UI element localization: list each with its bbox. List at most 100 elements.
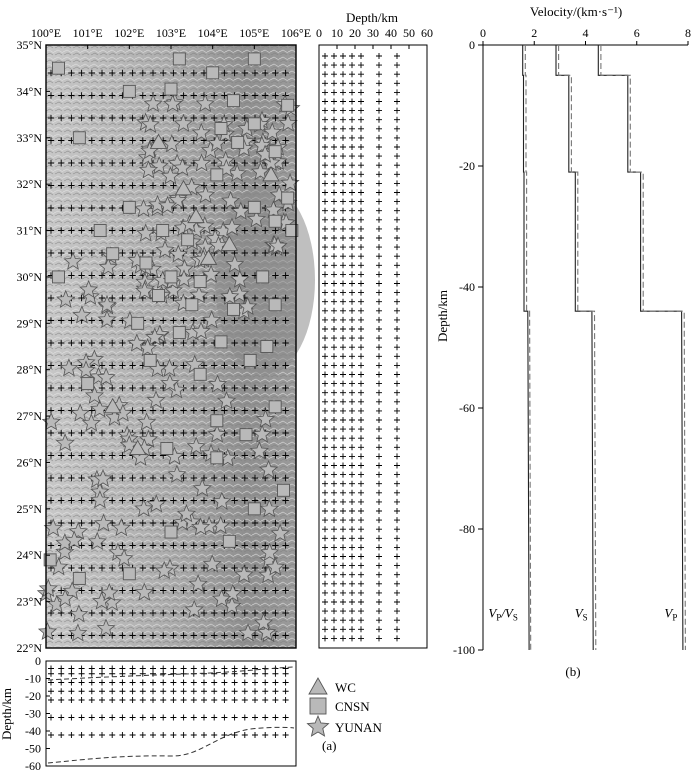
profile-node: [252, 697, 258, 703]
depth-strip-node: [358, 544, 364, 551]
depth-strip-node: [349, 508, 355, 514]
depth-strip-node: [331, 353, 337, 360]
depth-strip-node: [349, 171, 355, 178]
depth-strip-node: [331, 498, 337, 505]
grid-node: [221, 474, 228, 482]
depth-strip-node: [322, 144, 328, 150]
series-vs-reference: [558, 45, 597, 651]
depth-strip-node: [394, 535, 400, 542]
profile-tick-label: 0: [35, 654, 41, 668]
depth-strip-node: [331, 198, 337, 205]
grid-node: [251, 294, 259, 302]
yunan-event: [163, 94, 183, 113]
grid-node: [262, 519, 269, 527]
profile-node: [68, 665, 75, 672]
lat-tick-label: 31°N: [17, 224, 43, 238]
profile-node: [282, 732, 289, 738]
depth-strip-node: [322, 444, 328, 451]
profile-node: [190, 688, 197, 695]
grid-node: [68, 182, 75, 189]
yunan-event: [207, 424, 227, 443]
yunan-event: [176, 504, 197, 523]
yunan-event: [207, 133, 227, 152]
grid-node: [190, 452, 197, 459]
cnsn-station: [222, 534, 236, 548]
depth-strip-node: [331, 526, 337, 533]
depth-strip-node: [376, 216, 382, 223]
profile-node: [272, 732, 279, 738]
grid-node: [272, 182, 279, 189]
depth-strip-node: [394, 244, 400, 251]
grid-node: [58, 182, 65, 189]
profile-node: [262, 732, 269, 738]
grid-node: [109, 564, 116, 572]
grid-node: [98, 69, 106, 77]
grid-node: [272, 542, 279, 549]
profile-node: [139, 697, 146, 703]
depth-strip-node: [376, 599, 382, 605]
grid-node: [221, 92, 228, 99]
depth-strip-node: [394, 107, 400, 114]
profile-node: [109, 714, 116, 721]
profile-node: [78, 714, 85, 721]
depth-strip-node: [349, 262, 355, 269]
depth-strip-node: [349, 71, 355, 78]
grid-node: [160, 542, 167, 549]
depth-strip-frame: [318, 44, 428, 649]
depth-strip-node: [376, 89, 382, 96]
cnsn-station: [247, 117, 261, 131]
grid-node: [170, 182, 177, 189]
depth-strip-node: [331, 171, 337, 178]
depth-strip-node: [394, 417, 400, 423]
grid-node: [149, 474, 157, 482]
profile-tick-label: -20: [25, 689, 41, 703]
depth-strip-node: [376, 335, 382, 342]
depth-strip-node: [376, 189, 382, 196]
depth-strip-node: [340, 335, 346, 342]
grid-node: [251, 69, 259, 77]
grid-node: [88, 452, 95, 459]
depth-strip-node: [331, 453, 337, 460]
depth-strip-node: [349, 298, 355, 305]
grid-node: [119, 294, 126, 302]
depth-strip-node: [322, 489, 328, 496]
panel-b-label: (b): [565, 664, 580, 679]
grid-node: [241, 519, 248, 527]
depth-strip-node: [331, 617, 337, 624]
profile-node: [272, 679, 279, 686]
yunan-event: [92, 591, 112, 610]
grid-node: [160, 69, 167, 77]
depth-strip-node: [358, 144, 364, 150]
depth-strip-node: [349, 198, 355, 205]
depth-strip-node: [358, 517, 364, 524]
grid-node: [58, 92, 65, 99]
panel-a-label: (a): [322, 738, 336, 753]
grid-node: [272, 587, 279, 594]
profile-node: [272, 670, 279, 677]
profile-node: [150, 732, 156, 738]
depth-strip-node: [358, 599, 364, 605]
grid-node: [241, 542, 248, 549]
depth-strip-node: [322, 316, 328, 323]
yunan-event: [238, 623, 258, 642]
grid-node: [251, 159, 259, 167]
depth-strip-node: [340, 608, 346, 615]
yunan-event: [41, 412, 61, 431]
cnsn-station: [131, 316, 145, 330]
depth-strip-node: [322, 280, 328, 287]
depth-strip-node: [358, 617, 364, 624]
yunan-event: [172, 157, 193, 177]
profile-node: [139, 732, 146, 738]
profile-node: [231, 697, 238, 703]
depth-strip-node: [331, 62, 337, 69]
yunan-event: [97, 294, 117, 314]
grid-node: [180, 609, 187, 617]
depth-strip-node: [394, 599, 400, 605]
grid-node: [251, 407, 259, 414]
depth-strip-node: [322, 562, 328, 569]
depth-strip-node: [394, 544, 400, 551]
lon-tick-label: 106°E: [281, 26, 311, 40]
depth-strip-tick-label: 50: [403, 26, 415, 40]
depth-strip-node: [331, 316, 337, 323]
depth-strip-node: [358, 326, 364, 332]
